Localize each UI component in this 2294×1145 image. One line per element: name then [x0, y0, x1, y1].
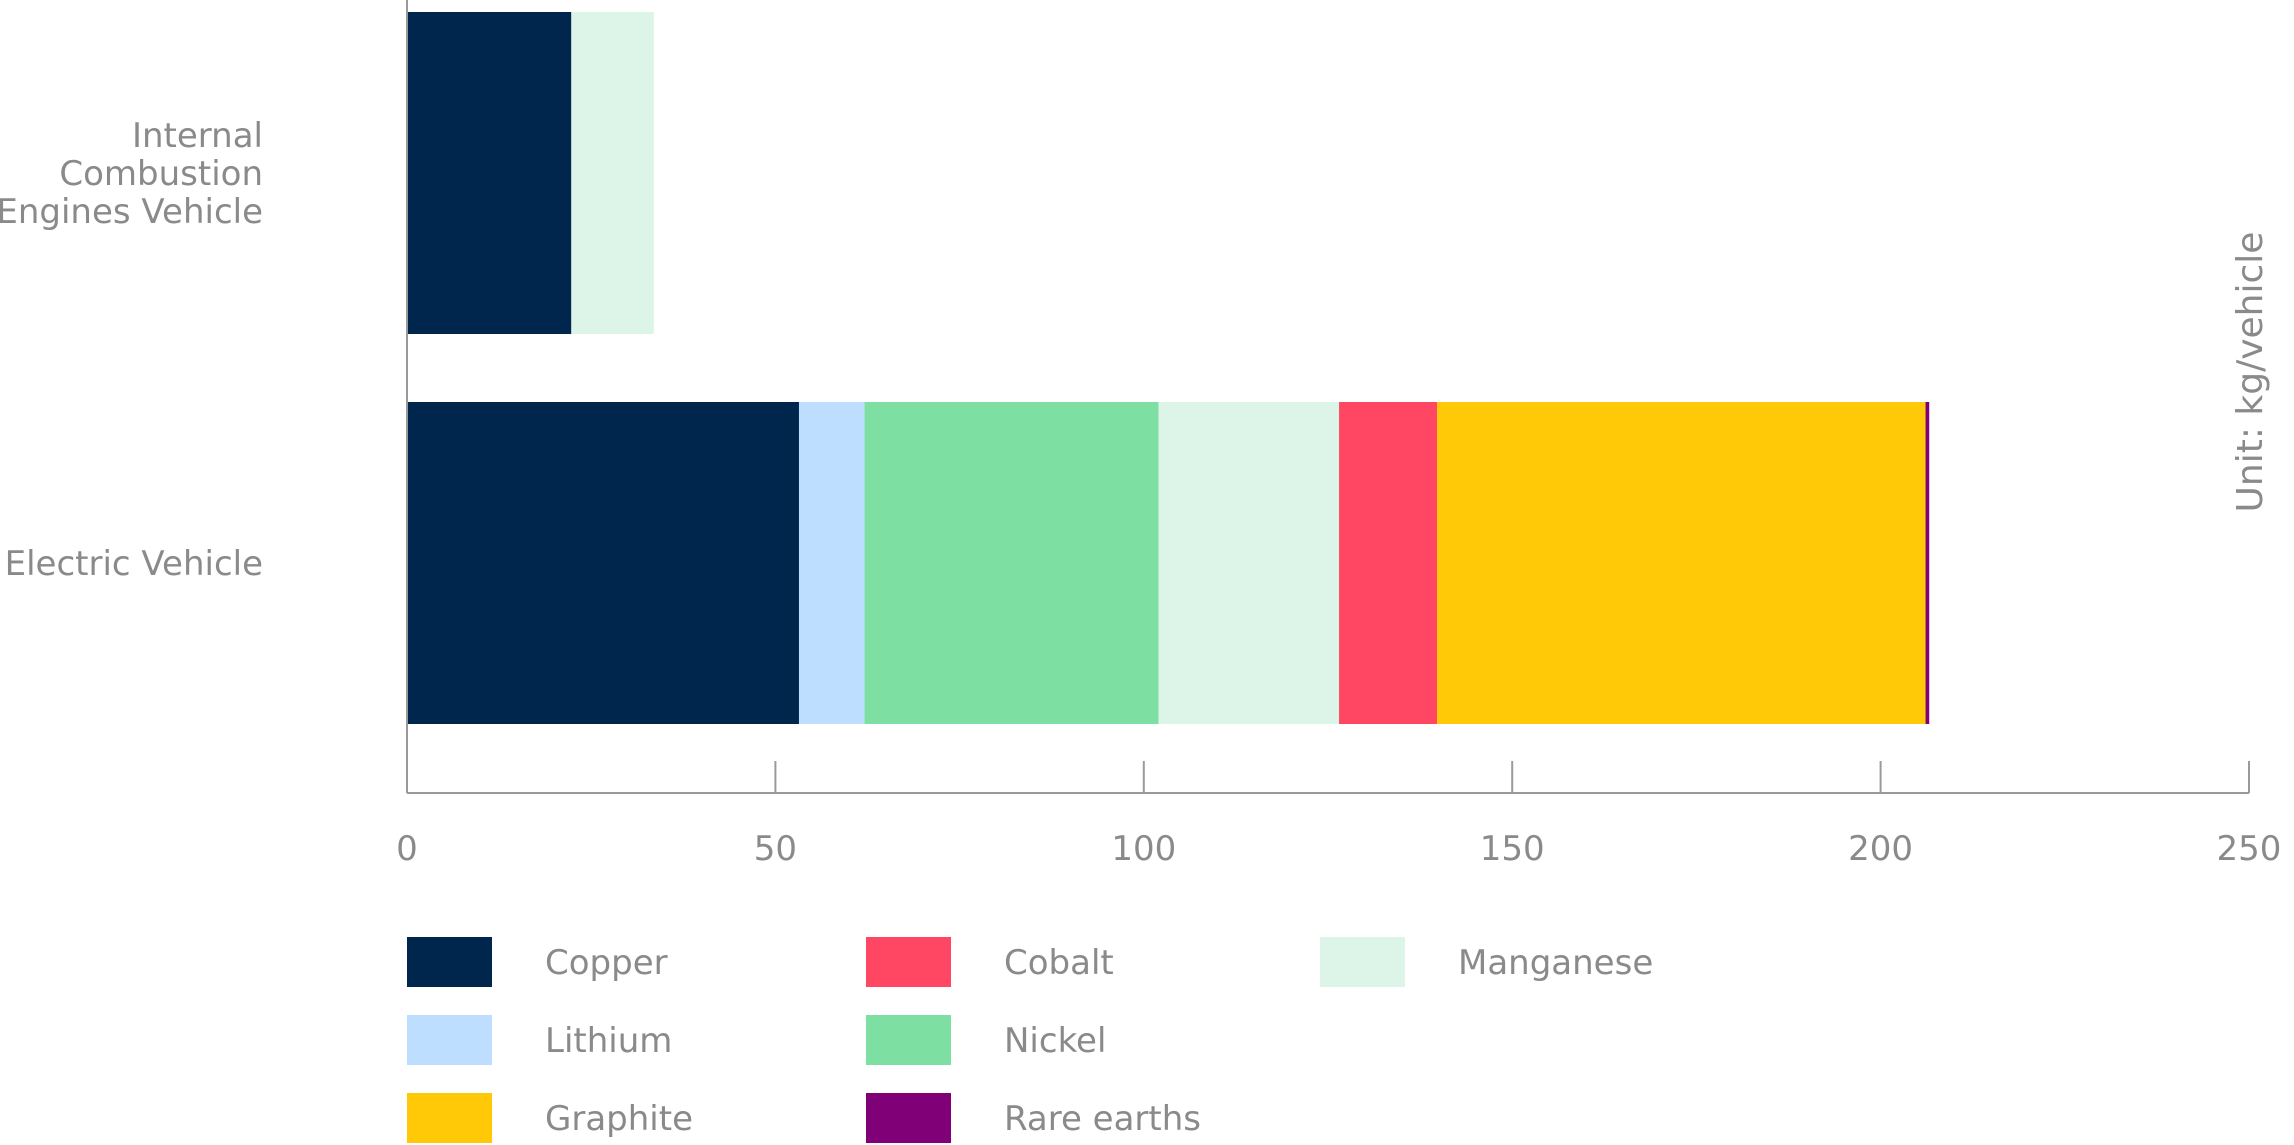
axes-layer	[406, 0, 2250, 794]
legend-item-rare-earths: Rare earths	[866, 1093, 1201, 1143]
legend-label: Rare earths	[1004, 1099, 1201, 1139]
legend-item-copper: Copper	[407, 937, 668, 987]
legend-label: Copper	[545, 943, 668, 983]
category-label: Internal Combustion Engines Vehicle	[0, 116, 263, 232]
x-tick-label: 100	[1111, 829, 1176, 869]
bar-electric-vehicle-copper	[407, 402, 799, 724]
legend-swatch	[866, 937, 951, 987]
category-label: Electric Vehicle	[5, 544, 263, 584]
bar-layer	[407, 12, 1930, 724]
legend-label: Lithium	[545, 1021, 672, 1061]
legend-swatch	[866, 1093, 951, 1143]
x-tick-label: 0	[396, 829, 418, 869]
unit-label: Unit: kg/vehicle	[2230, 232, 2271, 513]
legend-swatch	[1320, 937, 1405, 987]
category-labels: Internal Combustion Engines Vehicle Electri…	[0, 116, 263, 584]
legend-item-graphite: Graphite	[407, 1093, 693, 1143]
legend: Copper Cobalt Manganese Lithium Nickel Graphi…	[407, 937, 1653, 1143]
legend-label: Cobalt	[1004, 943, 1114, 983]
legend-item-lithium: Lithium	[407, 1015, 672, 1065]
bar-electric-vehicle-rare-earths	[1925, 402, 1930, 724]
bar-electric-vehicle-cobalt	[1339, 402, 1438, 724]
bar-electric-vehicle-graphite	[1437, 402, 1926, 724]
legend-label: Manganese	[1458, 943, 1653, 983]
x-tick-labels: 0 50 100 150 200 250	[396, 829, 2281, 869]
bar-internal-combustion-engines-vehicle-copper	[407, 12, 572, 334]
legend-item-manganese: Manganese	[1320, 937, 1653, 987]
legend-item-cobalt: Cobalt	[866, 937, 1114, 987]
legend-swatch	[407, 937, 492, 987]
category-label-line: Internal	[132, 116, 263, 156]
category-label-line: Electric Vehicle	[5, 544, 263, 584]
legend-swatch	[407, 1015, 492, 1065]
x-tick-label: 150	[1480, 829, 1545, 869]
bar-electric-vehicle-nickel	[864, 402, 1159, 724]
legend-item-nickel: Nickel	[866, 1015, 1106, 1065]
legend-label: Graphite	[545, 1099, 693, 1139]
legend-swatch	[407, 1093, 492, 1143]
bar-internal-combustion-engines-vehicle-manganese	[571, 12, 654, 334]
bar-electric-vehicle-manganese	[1158, 402, 1340, 724]
legend-swatch	[866, 1015, 951, 1065]
x-tick-label: 250	[2217, 829, 2282, 869]
category-label-line: Engines Vehicle	[0, 192, 263, 232]
category-label-line: Combustion	[59, 154, 263, 194]
legend-label: Nickel	[1004, 1021, 1106, 1061]
x-tick-label: 200	[1848, 829, 1913, 869]
bar-electric-vehicle-lithium	[798, 402, 865, 724]
x-tick-label: 50	[754, 829, 797, 869]
